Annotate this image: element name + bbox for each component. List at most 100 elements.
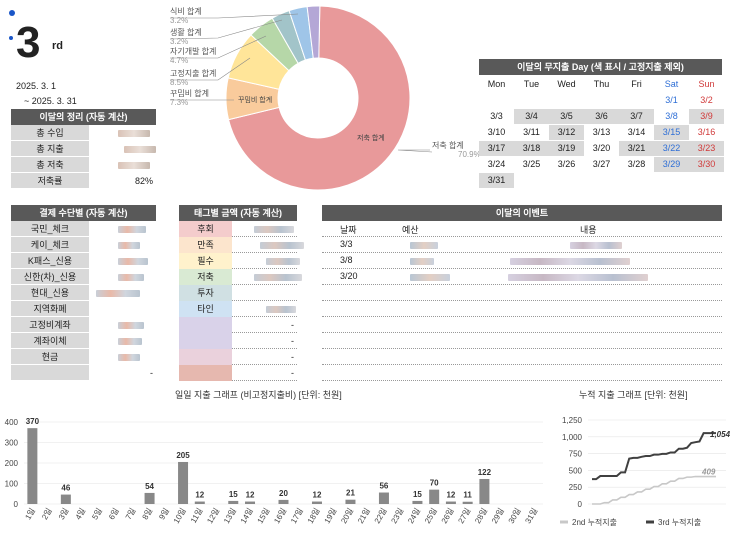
x-tick-label: 26일	[440, 507, 456, 526]
payment-label: 계좌이체	[11, 333, 89, 349]
tag-label: 투자	[179, 285, 232, 301]
blurred-budget	[410, 258, 434, 265]
x-tick-label: 5일	[90, 507, 104, 522]
calendar-day: 3/1	[654, 92, 689, 109]
bar	[462, 501, 473, 504]
events-col-budget: 예산	[402, 225, 419, 235]
x-tick-label: 16일	[272, 507, 288, 526]
calendar-day: 3/27	[584, 156, 619, 173]
pie-slice	[227, 5, 411, 191]
row-divider	[322, 348, 722, 349]
weekday-wed: Wed	[549, 76, 584, 93]
event-date: 3/20	[340, 271, 358, 281]
bar-value-label: 122	[478, 468, 492, 477]
calendar-day	[584, 92, 619, 109]
bar	[228, 500, 239, 504]
x-tick-label: 9일	[157, 507, 171, 522]
x-tick-label: 19일	[323, 507, 339, 526]
tag-label	[179, 349, 232, 365]
y-tick-label: 100	[5, 480, 19, 489]
row-divider	[322, 284, 722, 285]
payment-label: 고정비계좌	[11, 317, 89, 333]
calendar-day	[619, 92, 654, 109]
blurred-amount	[96, 290, 140, 297]
pie-label-pct: 3.2%	[170, 37, 188, 46]
x-tick-label: 11일	[189, 507, 205, 525]
calendar-day: 3/14	[619, 124, 654, 141]
blurred-budget	[410, 274, 450, 281]
bar	[178, 461, 189, 504]
pie-leader-line	[170, 35, 267, 59]
calendar-day: 3/17	[479, 140, 514, 157]
bar	[311, 501, 322, 504]
month-number: 3	[16, 18, 41, 67]
calendar-day: 3/25	[514, 156, 549, 173]
pie-slice	[306, 5, 321, 59]
calendar-day: 3/23	[689, 140, 724, 157]
row-divider	[232, 316, 297, 317]
x-tick-label: 27일	[456, 507, 472, 526]
calendar-day: 3/29	[654, 156, 689, 173]
x-tick-label: 8일	[141, 507, 155, 522]
x-tick-label: 4일	[74, 507, 88, 522]
x-tick-label: 2일	[40, 507, 54, 522]
legend-label: 2nd 누적지출	[572, 517, 617, 527]
bar-value-label: 21	[346, 489, 355, 498]
summary-value	[89, 125, 156, 141]
calendar-day	[549, 172, 584, 189]
y-tick-label: 0	[578, 500, 583, 509]
calendar-day: 3/20	[584, 140, 619, 157]
pie-leader-line	[170, 57, 251, 81]
calendar-day	[689, 172, 724, 189]
bar	[27, 428, 38, 504]
daily-chart-title: 일일 지출 그래프 (비고정지출비) [단위: 천원]	[175, 390, 342, 400]
calendar-day	[514, 92, 549, 109]
calendar-day: 3/11	[514, 124, 549, 141]
calendar-day: 3/15	[654, 124, 689, 141]
bar	[278, 499, 289, 504]
calendar-day: 3/26	[549, 156, 584, 173]
row-divider	[232, 268, 297, 269]
bar-value-label: 12	[313, 491, 322, 500]
bar-value-label: 54	[145, 482, 154, 491]
blurred-amount	[124, 146, 156, 153]
calendar-day: 3/18	[514, 140, 549, 157]
row-divider	[322, 300, 722, 301]
calendar-day: 3/7	[619, 108, 654, 125]
bar-value-label: 205	[176, 451, 190, 460]
blurred-content	[508, 274, 648, 281]
tag-label	[179, 365, 232, 381]
pie-label: 고정지출 합계	[170, 68, 216, 78]
row-divider	[232, 332, 297, 333]
x-tick-label: 22일	[373, 507, 389, 526]
summary-label: 총 수입	[11, 125, 89, 141]
calendar-header-row: Mon Tue Wed Thu Fri Sat Sun	[479, 76, 724, 93]
calendar-day: 3/21	[619, 140, 654, 157]
bar	[345, 499, 356, 504]
blurred-amount	[118, 162, 150, 169]
x-tick-label: 12일	[205, 507, 221, 526]
series-line	[592, 432, 716, 481]
calendar-day: 3/4	[514, 108, 549, 125]
pie-label: 꾸밈비 합계	[170, 88, 209, 98]
row-divider	[232, 236, 297, 237]
tag-label	[179, 317, 232, 333]
x-tick-label: 14일	[239, 507, 255, 526]
x-tick-label: 24일	[406, 507, 422, 526]
blurred-amount	[118, 354, 140, 361]
payment-label: 케이_체크	[11, 237, 89, 253]
blurred-amount	[118, 242, 140, 249]
calendar-week: 3/24 3/25 3/26 3/27 3/28 3/29 3/30	[479, 156, 724, 173]
selection-dot	[9, 36, 13, 40]
calendar-day: 3/6	[584, 108, 619, 125]
calendar-day: 3/5	[549, 108, 584, 125]
selection-dot	[9, 10, 15, 16]
calendar-week: 3/1 3/2	[479, 92, 724, 109]
legend-label: 3rd 누적지출	[658, 517, 701, 527]
x-tick-label: 7일	[124, 507, 138, 522]
summary-value	[89, 157, 156, 173]
row-divider	[322, 380, 722, 381]
blurred-amount	[260, 242, 304, 249]
y-tick-label: 750	[569, 450, 583, 459]
pie-label: 자기개발 합계	[170, 46, 216, 56]
